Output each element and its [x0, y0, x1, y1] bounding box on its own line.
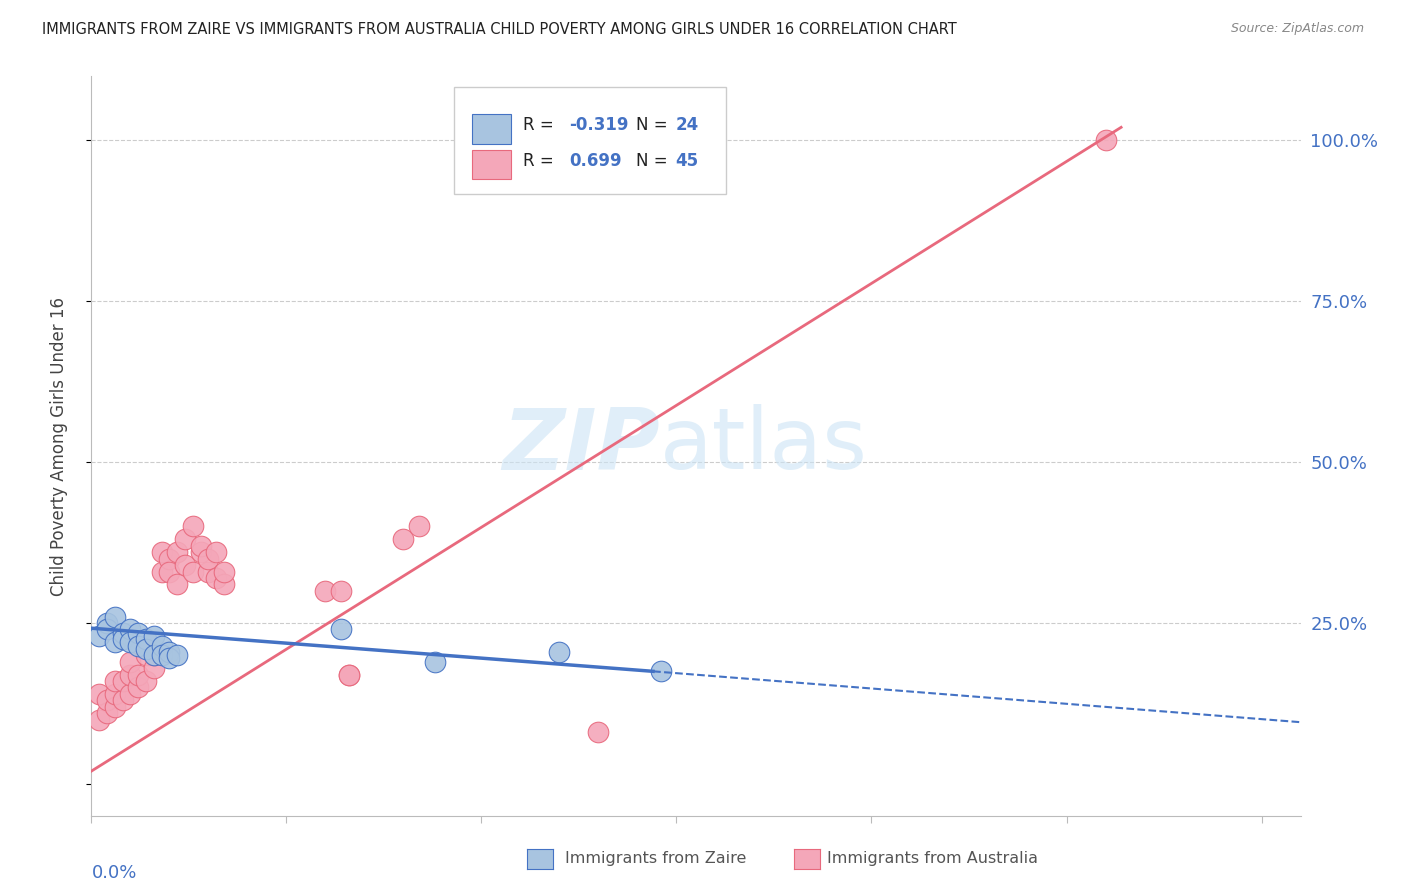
Point	[157, 551, 180, 566]
Point	[197, 551, 219, 566]
Point	[120, 667, 142, 681]
Point	[104, 609, 127, 624]
Text: R =: R =	[523, 152, 560, 170]
Point	[314, 583, 336, 598]
Point	[330, 623, 353, 637]
Point	[205, 545, 228, 559]
Point	[588, 725, 610, 739]
Point	[96, 623, 118, 637]
Point	[166, 545, 188, 559]
Point	[127, 625, 149, 640]
Text: Source: ZipAtlas.com: Source: ZipAtlas.com	[1230, 22, 1364, 36]
Point	[89, 713, 111, 727]
Point	[548, 645, 571, 659]
Bar	[472, 150, 510, 179]
Point	[111, 632, 134, 647]
Point	[157, 645, 180, 659]
Text: -0.319: -0.319	[569, 117, 628, 135]
Text: ZIP: ZIP	[502, 404, 659, 488]
Point	[135, 641, 157, 656]
Text: N =: N =	[636, 152, 672, 170]
Point	[96, 693, 118, 707]
Text: 45: 45	[675, 152, 699, 170]
Point	[190, 545, 212, 559]
Point	[127, 681, 149, 695]
Point	[174, 533, 197, 547]
Point	[89, 687, 111, 701]
Point	[181, 565, 204, 579]
Point	[212, 577, 235, 591]
Text: 24: 24	[675, 117, 699, 135]
Point	[142, 648, 165, 663]
Point	[120, 655, 142, 669]
Point	[104, 635, 127, 649]
Point	[104, 699, 127, 714]
Point	[166, 648, 188, 663]
Point	[89, 629, 111, 643]
Point	[135, 635, 157, 649]
Point	[157, 565, 180, 579]
Point	[120, 687, 142, 701]
Bar	[472, 114, 510, 144]
Point	[337, 667, 360, 681]
Text: 0.699: 0.699	[569, 152, 621, 170]
Text: atlas: atlas	[659, 404, 868, 488]
Text: Immigrants from Zaire: Immigrants from Zaire	[565, 852, 747, 866]
Y-axis label: Child Poverty Among Girls Under 16: Child Poverty Among Girls Under 16	[49, 296, 67, 596]
Point	[181, 519, 204, 533]
Point	[96, 615, 118, 630]
Point	[423, 655, 446, 669]
Point	[142, 661, 165, 675]
Point	[337, 667, 360, 681]
Text: IMMIGRANTS FROM ZAIRE VS IMMIGRANTS FROM AUSTRALIA CHILD POVERTY AMONG GIRLS UND: IMMIGRANTS FROM ZAIRE VS IMMIGRANTS FROM…	[42, 22, 957, 37]
Point	[150, 648, 173, 663]
Point	[142, 648, 165, 663]
Point	[150, 545, 173, 559]
Point	[111, 625, 134, 640]
Point	[197, 565, 219, 579]
Point	[205, 571, 228, 585]
Text: R =: R =	[523, 117, 560, 135]
Point	[392, 533, 415, 547]
Point	[111, 673, 134, 688]
Point	[212, 565, 235, 579]
Point	[104, 687, 127, 701]
Point	[174, 558, 197, 573]
Point	[104, 673, 127, 688]
Point	[1094, 133, 1116, 147]
Point	[150, 565, 173, 579]
Point	[142, 629, 165, 643]
Point	[408, 519, 430, 533]
Point	[330, 583, 353, 598]
Point	[127, 667, 149, 681]
Text: Immigrants from Australia: Immigrants from Australia	[827, 852, 1038, 866]
Text: 0.0%: 0.0%	[91, 864, 136, 882]
Point	[135, 632, 157, 647]
Point	[190, 539, 212, 553]
Point	[650, 665, 672, 679]
Text: N =: N =	[636, 117, 672, 135]
Point	[111, 693, 134, 707]
Point	[120, 635, 142, 649]
FancyBboxPatch shape	[454, 87, 725, 194]
Point	[150, 639, 173, 653]
Point	[127, 639, 149, 653]
Point	[135, 673, 157, 688]
Point	[166, 577, 188, 591]
Point	[157, 651, 180, 665]
Point	[120, 623, 142, 637]
Point	[96, 706, 118, 721]
Point	[135, 648, 157, 663]
